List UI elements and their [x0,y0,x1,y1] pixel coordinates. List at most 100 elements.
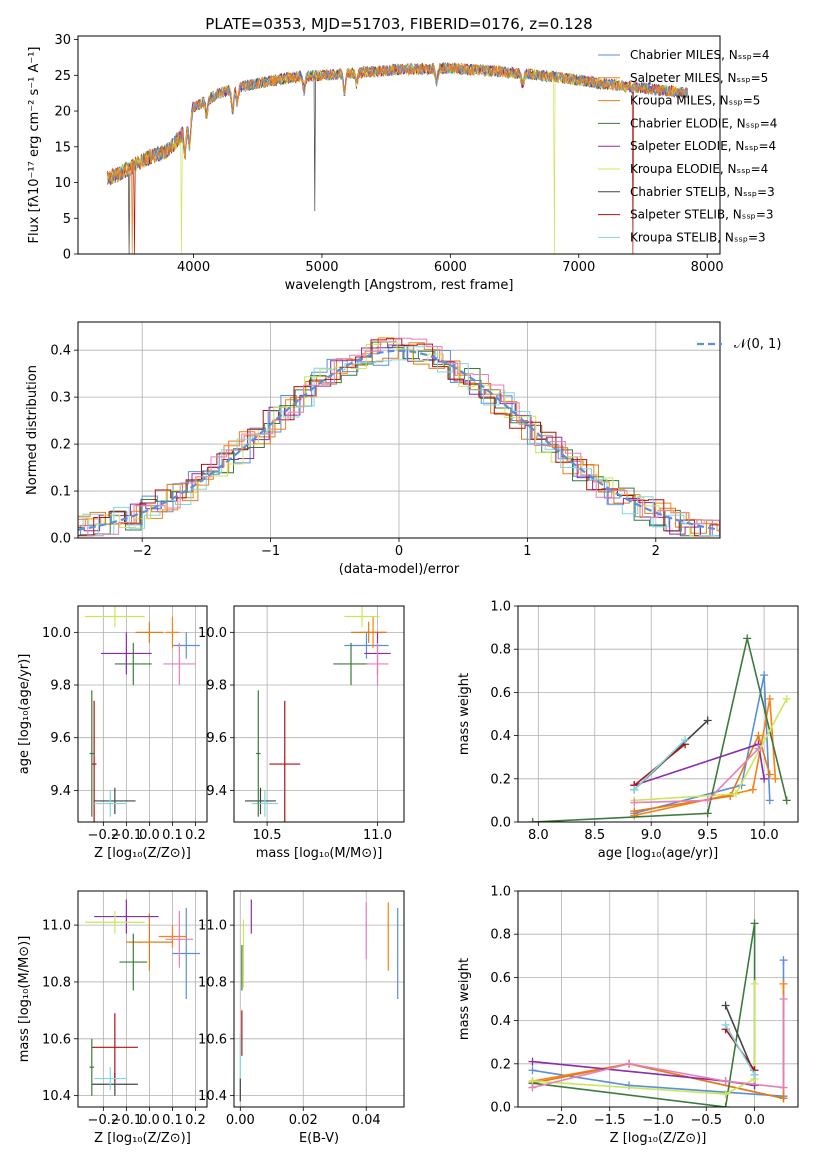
y-tick-label: 20 [54,105,71,120]
y-tick-label: 10.4 [198,1089,227,1104]
plus-marker [782,796,791,805]
y-axis-label: age [log₁₀(age/yr)] [17,654,32,775]
x-tick-label: 4000 [177,260,210,275]
plus-marker [779,979,788,988]
spectrum-line-chabrier-stelib [107,62,688,254]
plus-marker [779,995,788,1003]
spectrum-line-salpeter-stelib [107,62,688,254]
x-tick-label: 0.02 [289,1113,318,1128]
y-tick-label: 1.0 [490,885,511,900]
x-axis-label: E(B-V) [299,1131,339,1146]
plus-marker [779,956,788,965]
plus-marker [754,744,763,753]
age_vs_mass-frame [233,605,405,823]
y-tick-label: 0.6 [490,686,511,701]
y-tick-label: 0.2 [490,772,511,787]
x-tick-label: 0.0 [139,828,160,843]
spectrum-panel: 4000 5000 6000 7000 8000 0 5 10 15 20 25 30 waveleng… [27,15,777,293]
legend-entry: 𝒩(0, 1) [734,337,781,352]
y-tick-label: 0.0 [490,816,511,831]
plus-marker [528,1066,537,1075]
y-tick-label: 10.8 [42,975,71,990]
y-axis-label: mass weight [457,958,472,1040]
x-tick-label: 8000 [691,260,724,275]
mass_vs_Z-frame [77,890,208,1108]
age_vs_Z-panel: −0.2−0.10.0 0.1 0.2 9.4 9.6 9.8 10.0 Z [log₁₀(Z… [17,605,208,861]
histogram-step-kroupa-stelib [78,345,720,537]
y-tick-label: 0.0 [50,532,71,547]
y-tick-label: 0.2 [490,1057,511,1072]
plus-marker [731,789,740,798]
y-tick-label: 30 [54,33,71,48]
x-tick-label: −2 [133,544,152,559]
spectrum-plot-area [107,61,688,254]
histogram-step-kroupa-elodie [78,341,720,537]
mass_vs_ebv-frame [233,890,405,1108]
residuals-frame [77,321,721,539]
age_vs_mass-panel: 10.5 11.0 9.4 9.6 9.8 10.0 mass [log₁₀(M/M⊙)] [198,605,405,861]
legend-entry: Chabrier ELODIE, Nₛₛₚ=4 [630,116,777,130]
plus-marker [630,807,639,816]
y-tick-label: 10.0 [42,626,71,641]
x-tick-label: 8.5 [584,828,605,843]
x-tick-label: 0 [395,544,403,559]
plus-marker [750,919,759,928]
y-tick-label: 9.8 [50,679,71,694]
plus-marker [779,1083,788,1092]
plus-marker [754,731,763,740]
age_vs_Z-frame [77,605,208,823]
x-tick-label: 5000 [305,260,338,275]
plus-marker [703,716,712,725]
y-tick-label: 5 [63,212,71,227]
y-tick-label: 0.4 [50,344,71,359]
y-axis-label: mass weight [457,673,472,755]
y-tick-label: 0 [63,248,71,263]
x-tick-label: 0.0 [744,1113,765,1128]
x-axis-label: Z [log₁₀(Z/Z⊙)] [94,846,191,861]
plus-marker [779,1094,788,1103]
y-tick-label: 0.8 [490,643,511,658]
mw_vs_Z-frame [517,890,799,1108]
plus-marker [721,1001,730,1010]
plus-marker [681,735,690,744]
legend-entry: Kroupa STELIB, Nₛₛₚ=3 [630,230,766,244]
gaussian-curve [78,349,720,531]
y-axis-label: mass [log₁₀(M/M⊙)] [17,936,32,1063]
mass_vs_Z-plot-area [84,899,201,1096]
y-tick-label: 10.8 [198,975,227,990]
x-tick-label: 0.2 [185,1113,206,1128]
mass_vs_ebv-plot-area [239,899,399,1102]
x-tick-label: 0.0 [139,1113,160,1128]
mass-weight-line-salpeter-miles [634,698,777,817]
y-tick-label: 15 [54,140,71,155]
histogram-step-chabrier-elodie [79,341,720,537]
mass-weight-line-salpeter-elodie [532,1060,755,1087]
x-tick-label: −0.2 [88,1113,120,1128]
y-axis-label: Flux [fλ10⁻¹⁷ erg cm⁻² s⁻¹ A⁻¹] [27,47,42,244]
x-tick-label: −0.1 [111,1113,143,1128]
y-tick-label: 9.4 [50,784,71,799]
plus-marker [721,1090,730,1099]
y-tick-label: 10.4 [42,1089,71,1104]
x-tick-label: 0.2 [185,828,206,843]
y-tick-label: 10.0 [198,626,227,641]
plus-marker [721,1103,730,1107]
y-axis-label: Normed distribution [25,365,40,495]
spectrum-line-kroupa-elodie [107,62,688,254]
mw_vs_age-panel: 8.0 8.5 9.0 9.5 10.0 0.0 0.2 0.4 0.6 0.8 1.0 age [l… [457,600,799,861]
histogram-step-pink [78,337,720,537]
x-axis-label: Z [log₁₀(Z/Z⊙)] [94,1131,191,1146]
y-tick-label: 10 [54,176,71,191]
x-tick-label: 8.0 [528,828,549,843]
x-tick-label: −2.0 [546,1113,578,1128]
y-tick-label: 0.4 [490,729,511,744]
legend-entry: Kroupa ELODIE, Nₛₛₚ=4 [630,162,768,176]
x-tick-label: 10.0 [750,828,779,843]
histogram-step-salpeter-stelib [78,338,720,537]
y-tick-label: 10.6 [198,1032,227,1047]
mw_vs_Z-plot-area [528,919,788,1107]
plus-marker [750,979,759,988]
legend-entry: Chabrier MILES, Nₛₛₚ=4 [630,48,770,62]
plus-marker [743,634,752,643]
y-tick-label: 9.4 [206,784,227,799]
